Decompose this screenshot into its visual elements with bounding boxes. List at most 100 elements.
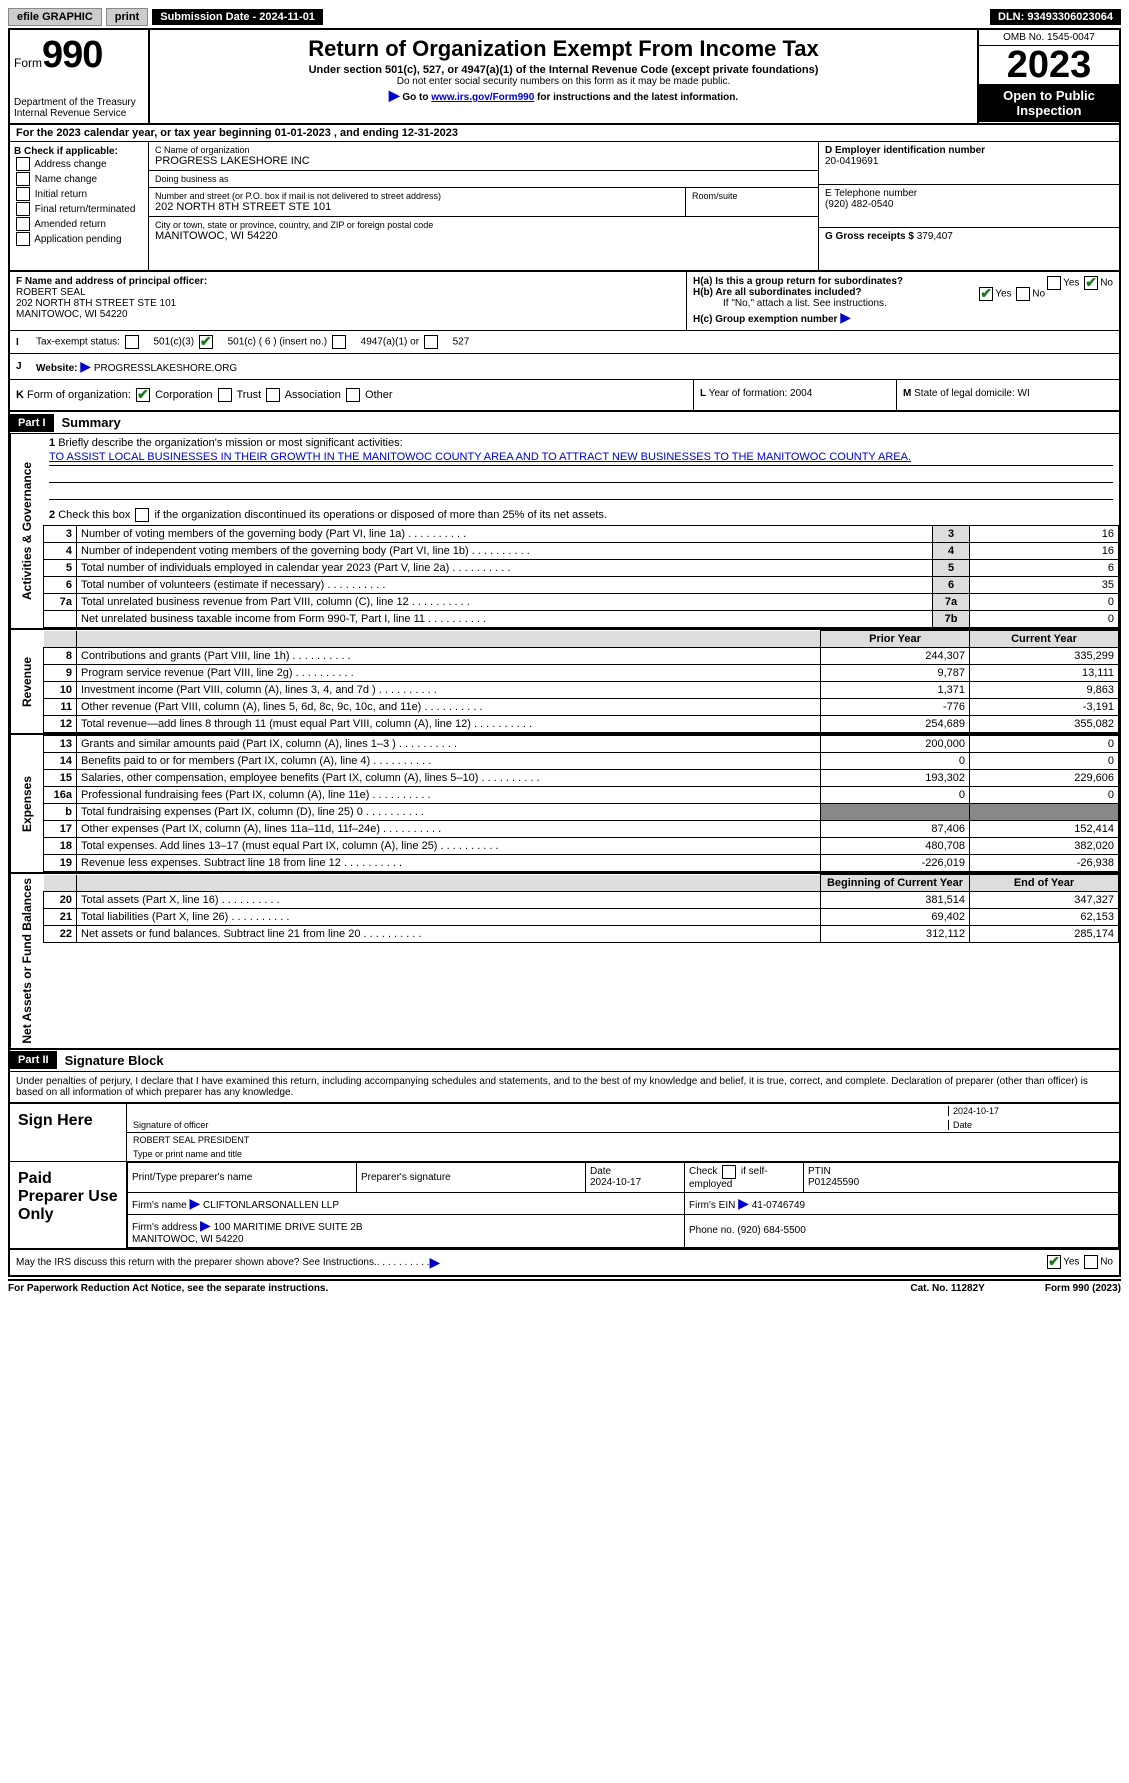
hb-note: If "No," attach a list. See instructions…: [693, 298, 1113, 309]
state-domicile: State of legal domicile: WI: [914, 388, 1030, 399]
line2-num: 2: [49, 509, 55, 521]
row-i-label: I: [16, 337, 36, 348]
gross-value: 379,407: [917, 231, 953, 242]
submission-date: Submission Date - 2024-11-01: [152, 9, 323, 25]
sig-date: 2024-10-17: [948, 1106, 1113, 1116]
prep-date-value: 2024-10-17: [590, 1177, 641, 1188]
sign-here-label: Sign Here: [10, 1104, 127, 1161]
prep-date-label: Date: [590, 1166, 611, 1177]
table-row: 19Revenue less expenses. Subtract line 1…: [44, 855, 1119, 872]
arrow-icon: ▶: [389, 87, 400, 103]
row-k-label: K: [16, 389, 24, 401]
city-label: City or town, state or province, country…: [155, 220, 812, 230]
paid-preparer-label: Paid Preparer Use Only: [10, 1162, 127, 1248]
cb-501c3[interactable]: [125, 335, 139, 349]
arrow-icon: ▶: [840, 309, 851, 325]
cb-address-change[interactable]: Address change: [14, 157, 144, 172]
cb-trust[interactable]: [218, 388, 232, 402]
website-value: PROGRESSLAKESHORE.ORG: [94, 363, 237, 374]
hb-yes-cb[interactable]: [979, 287, 993, 301]
org-name: PROGRESS LAKESHORE INC: [155, 155, 812, 167]
revenue-table: Prior YearCurrent Year 8Contributions an…: [43, 630, 1119, 733]
print-button[interactable]: print: [106, 8, 148, 26]
sig-officer-label: Signature of officer: [133, 1120, 948, 1130]
public-inspection: Open to Public Inspection: [979, 84, 1119, 122]
form-org-label: Form of organization:: [27, 389, 131, 401]
dba-label: Doing business as: [155, 174, 812, 184]
table-row: 22Net assets or fund balances. Subtract …: [44, 926, 1119, 943]
table-row: 12Total revenue—add lines 8 through 11 (…: [44, 716, 1119, 733]
ha-yes-cb[interactable]: [1047, 276, 1061, 290]
cb-discontinued[interactable]: [135, 508, 149, 522]
hb-label: H(b) Are all subordinates included?: [693, 287, 862, 298]
cb-other[interactable]: [346, 388, 360, 402]
street-value: 202 NORTH 8TH STREET STE 101: [155, 201, 679, 213]
governance-table: 3Number of voting members of the governi…: [43, 525, 1119, 628]
side-governance: Activities & Governance: [10, 434, 43, 628]
cb-initial-return[interactable]: Initial return: [14, 187, 144, 202]
mission-text: TO ASSIST LOCAL BUSINESSES IN THEIR GROW…: [49, 451, 1113, 466]
city-value: MANITOWOC, WI 54220: [155, 230, 812, 242]
prep-name-label: Print/Type preparer's name: [132, 1172, 252, 1183]
form-subtitle: Under section 501(c), 527, or 4947(a)(1)…: [158, 64, 969, 76]
cat-no: Cat. No. 11282Y: [910, 1283, 984, 1294]
cb-application-pending[interactable]: Application pending: [14, 232, 144, 247]
part2-header: Part II: [10, 1051, 57, 1069]
firm-phone-label: Phone no.: [689, 1225, 735, 1236]
ein-value: 20-0419691: [825, 156, 1113, 167]
cb-527[interactable]: [424, 335, 438, 349]
hb-no-cb[interactable]: [1016, 287, 1030, 301]
form-footer: Form 990 (2023): [1045, 1283, 1121, 1294]
table-row: 3Number of voting members of the governi…: [44, 526, 1119, 543]
discuss-no-cb[interactable]: [1084, 1255, 1098, 1269]
discuss-yes-cb[interactable]: [1047, 1255, 1061, 1269]
cb-4947[interactable]: [332, 335, 346, 349]
ptin-label: PTIN: [808, 1166, 831, 1177]
table-row: 13Grants and similar amounts paid (Part …: [44, 736, 1119, 753]
officer-addr1: 202 NORTH 8TH STREET STE 101: [16, 298, 680, 309]
cb-corp[interactable]: [136, 388, 150, 402]
cb-assoc[interactable]: [266, 388, 280, 402]
tax-year: 2023: [979, 46, 1119, 84]
side-revenue: Revenue: [10, 630, 43, 733]
cb-501c[interactable]: [199, 335, 213, 349]
table-row: 15Salaries, other compensation, employee…: [44, 770, 1119, 787]
table-row: 5Total number of individuals employed in…: [44, 560, 1119, 577]
net-assets-table: Beginning of Current YearEnd of Year 20T…: [43, 874, 1119, 943]
side-expenses: Expenses: [10, 735, 43, 872]
arrow-icon: ▶: [738, 1195, 749, 1211]
row-l-label: L: [700, 388, 706, 399]
row-m-label: M: [903, 388, 911, 399]
cb-self-employed[interactable]: [722, 1165, 736, 1179]
preparer-table: Print/Type preparer's name Preparer's si…: [127, 1162, 1119, 1248]
ha-no-cb[interactable]: [1084, 276, 1098, 290]
ptin-value: P01245590: [808, 1177, 859, 1188]
goto-prefix: Go to: [402, 92, 431, 103]
cb-name-change[interactable]: Name change: [14, 172, 144, 187]
paperwork-notice: For Paperwork Reduction Act Notice, see …: [8, 1283, 910, 1294]
table-row: 11Other revenue (Part VIII, column (A), …: [44, 699, 1119, 716]
hc-label: H(c) Group exemption number: [693, 314, 837, 325]
table-row: 6Total number of volunteers (estimate if…: [44, 577, 1119, 594]
table-row: 7aTotal unrelated business revenue from …: [44, 594, 1119, 611]
side-net-assets: Net Assets or Fund Balances: [10, 874, 43, 1048]
ssn-note: Do not enter social security numbers on …: [158, 76, 969, 87]
part1-header: Part I: [10, 414, 54, 432]
irs-link[interactable]: www.irs.gov/Form990: [431, 92, 534, 103]
box-b-title: B Check if applicable:: [14, 146, 144, 157]
cb-amended-return[interactable]: Amended return: [14, 217, 144, 232]
table-row: 14Benefits paid to or for members (Part …: [44, 753, 1119, 770]
table-row: 18Total expenses. Add lines 13–17 (must …: [44, 838, 1119, 855]
cb-final-return[interactable]: Final return/terminated: [14, 202, 144, 217]
efile-button[interactable]: efile GRAPHIC: [8, 8, 102, 26]
part1-title: Summary: [54, 412, 129, 433]
website-label: Website:: [36, 363, 78, 374]
firm-phone-value: (920) 684-5500: [737, 1225, 805, 1236]
year-formation: Year of formation: 2004: [709, 388, 813, 399]
officer-name-value: ROBERT SEAL PRESIDENT: [133, 1135, 1113, 1145]
mission-blank1: [49, 468, 1113, 483]
gross-label: G Gross receipts $: [825, 231, 914, 242]
table-row: 4Number of independent voting members of…: [44, 543, 1119, 560]
line1-num: 1: [49, 437, 55, 449]
arrow-icon: ▶: [189, 1195, 200, 1211]
